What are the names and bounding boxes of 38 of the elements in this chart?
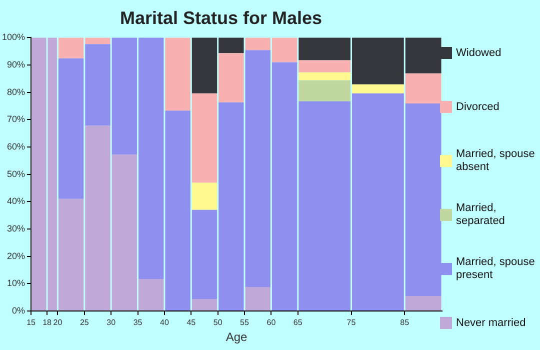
legend-label: Never married (456, 316, 526, 330)
y-tick-label: 100% (2, 32, 26, 42)
legend-label: Widowed (456, 46, 502, 60)
x-tick-label: 40 (160, 318, 170, 328)
x-tick-label: 55 (240, 318, 250, 328)
x-tick-label: 45 (186, 318, 196, 328)
y-tick-label: 20% (7, 250, 26, 261)
x-tick-label: 20 (53, 318, 63, 328)
x-tick-label: 18 (42, 318, 52, 328)
x-tick-label: 60 (266, 318, 276, 328)
bar (352, 84, 404, 94)
y-tick-label: 30% (7, 223, 26, 234)
y-tick-label: 0% (12, 305, 26, 316)
legend-label: Married, spouse absent (456, 148, 536, 174)
y-tick-label: 80% (7, 86, 26, 97)
x-tick-label: 65 (293, 318, 303, 328)
x-tick-label: 25 (80, 318, 90, 328)
x-axis-title: Age (226, 330, 248, 344)
x-tick-label: 35 (133, 318, 143, 328)
bar (192, 298, 218, 310)
y-tick-label: 40% (7, 196, 26, 206)
x-tick-label: 75 (346, 318, 356, 328)
bar (245, 286, 270, 310)
x-tick-label: 30 (106, 318, 116, 328)
y-tick-label: 60% (7, 141, 26, 152)
chart-title: Marital Status for Males (120, 8, 322, 28)
x-tick-label: 15 (26, 318, 36, 328)
x-tick-label: 85 (400, 318, 410, 328)
bar (298, 80, 351, 102)
legend-label: Married, spouse present (456, 256, 536, 282)
x-tick-label: 50 (213, 318, 223, 328)
y-tick-label: 50% (7, 168, 26, 179)
y-tick-label: 10% (7, 278, 26, 288)
y-tick-label: 70% (7, 114, 26, 124)
legend-label: Married, separated (456, 202, 506, 228)
legend-label: Divorced (456, 100, 500, 114)
y-tick-label: 90% (7, 59, 26, 70)
bar (298, 72, 351, 80)
